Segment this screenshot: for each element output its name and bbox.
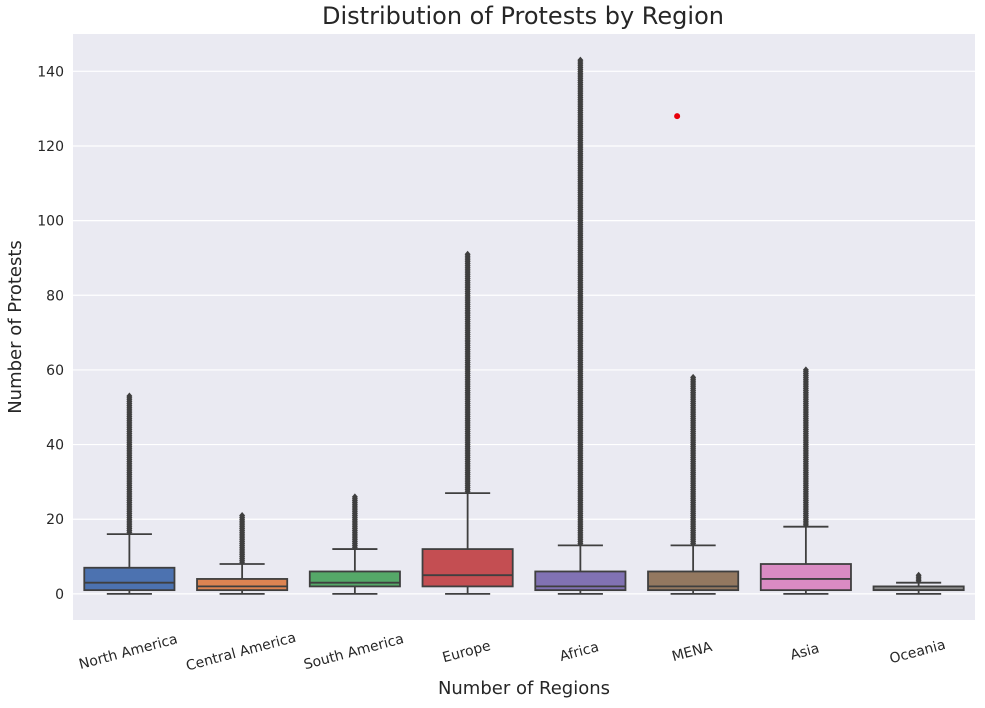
outlier-point — [239, 511, 246, 519]
x-tick-label: Africa — [558, 639, 601, 665]
x-tick-label: MENA — [670, 639, 714, 665]
x-tick-label: Asia — [789, 641, 821, 664]
boxes — [83, 56, 965, 595]
outliers — [802, 366, 809, 529]
y-axis-ticks: 0 20 40 60 80 100 120 140 — [37, 64, 64, 603]
iqr-box — [647, 570, 740, 592]
box-africa — [534, 56, 627, 595]
outlier-point — [915, 571, 922, 579]
x-axis-label: Number of Regions — [438, 678, 610, 699]
y-tick-label: 20 — [46, 512, 64, 528]
box-asia — [759, 366, 852, 595]
x-tick-label: Oceania — [888, 637, 947, 667]
chart-title: Distribution of Protests by Region — [322, 2, 724, 30]
iqr-box — [308, 570, 401, 588]
y-axis-label: Number of Protests — [5, 240, 26, 414]
y-tick-label: 140 — [37, 64, 64, 80]
gridlines — [73, 70, 975, 595]
outlier-point — [351, 493, 358, 501]
outlier-point — [464, 250, 471, 258]
box-central-america — [196, 511, 289, 595]
outliers — [126, 392, 133, 536]
y-tick-label: 40 — [46, 438, 64, 454]
y-tick-label: 0 — [55, 587, 64, 603]
x-tick-label: Europe — [441, 638, 493, 666]
outliers — [464, 250, 471, 495]
outliers — [577, 56, 584, 547]
y-tick-label: 100 — [37, 214, 64, 230]
outlier-point — [126, 392, 133, 400]
x-tick-label: South America — [302, 631, 406, 673]
x-tick-label: Central America — [184, 630, 297, 675]
outlier-point — [690, 373, 697, 381]
plot-area — [73, 34, 975, 620]
x-tick-label: North America — [77, 631, 179, 673]
y-tick-label: 60 — [46, 363, 64, 379]
y-tick-label: 80 — [46, 288, 64, 304]
outlier-point — [577, 56, 584, 64]
outliers — [690, 373, 697, 547]
outliers — [239, 511, 246, 566]
box-north-america — [83, 392, 176, 595]
iqr-box — [534, 570, 627, 592]
box-europe — [421, 250, 514, 595]
iqr-box — [759, 563, 852, 592]
annotation-point — [674, 113, 681, 120]
outliers — [351, 493, 358, 551]
outlier-point — [802, 366, 809, 374]
box-south-america — [308, 493, 401, 595]
outliers — [915, 571, 922, 585]
iqr-box — [83, 566, 176, 592]
x-axis-ticks: North America Central America South Americ… — [77, 630, 947, 675]
iqr-box — [421, 548, 514, 588]
box-oceania — [872, 571, 965, 595]
box-mena — [647, 373, 740, 595]
iqr-box — [196, 578, 289, 592]
y-tick-label: 120 — [37, 139, 64, 155]
